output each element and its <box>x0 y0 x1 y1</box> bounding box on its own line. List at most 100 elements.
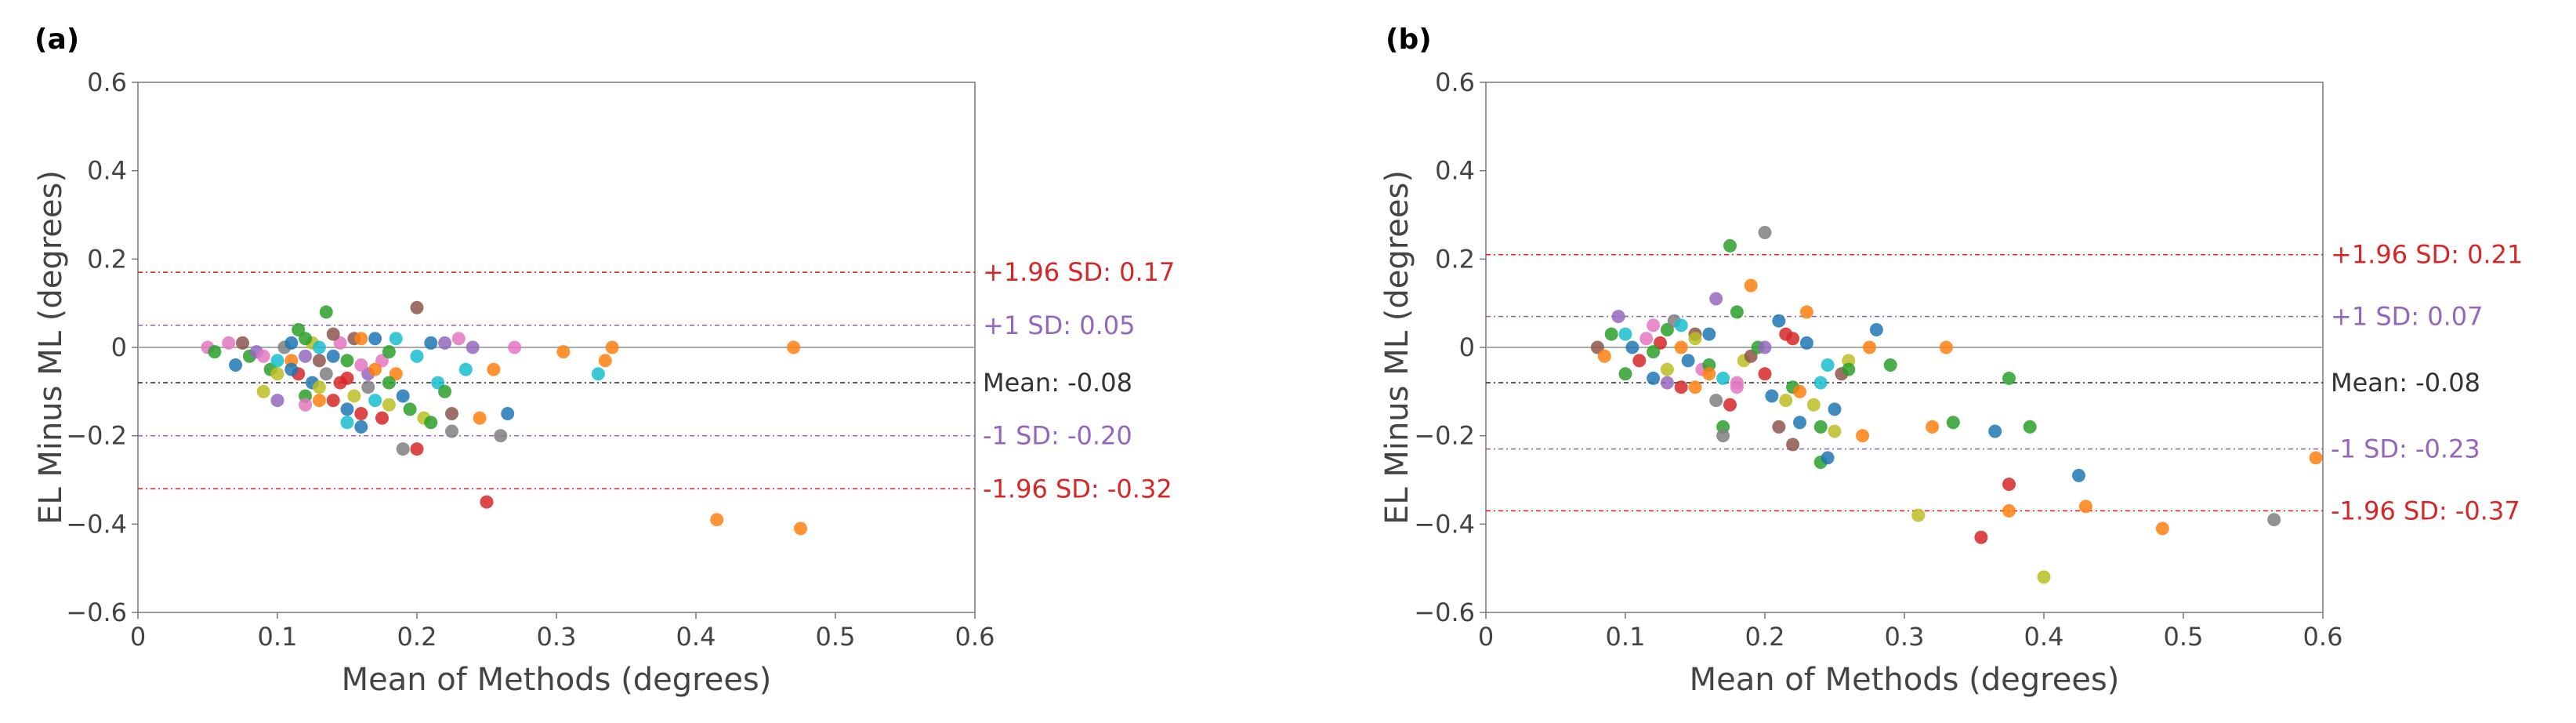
panel-a-data-point <box>410 300 424 314</box>
panel-b-data-point <box>1821 451 1835 465</box>
panel-b-data-point <box>1939 340 1953 354</box>
panel-a-data-point <box>236 336 249 350</box>
panel-a-data-point <box>382 345 396 359</box>
panel-a-data-point <box>494 429 508 443</box>
panel-b-data-point <box>1758 340 1772 354</box>
panel-b-data-point <box>1647 371 1661 385</box>
panel-b-x-tick-label: 0 <box>1478 622 1494 652</box>
panel-a-data-point <box>312 380 326 394</box>
panel-b-data-point <box>1799 336 1813 350</box>
panel-b-data-point <box>1688 332 1702 346</box>
panel-a-data-point <box>312 354 326 368</box>
panel-a-data-point <box>396 442 410 456</box>
panel-b-data-point <box>2002 503 2016 518</box>
panel-b-data-point <box>1723 238 1737 253</box>
panel-b-data-point <box>1681 354 1695 368</box>
panel-a-data-point <box>382 398 396 412</box>
panel-b-data-point <box>1828 424 1842 438</box>
panel-b-data-point <box>1911 508 1926 522</box>
panel-b-data-point <box>1842 362 1856 376</box>
panel-b-minus196-label: -1.96 SD: -0.37 <box>2331 496 2520 525</box>
panel-a-data-point <box>270 367 284 381</box>
panel-a-data-point <box>312 340 326 354</box>
panel-a-data-point <box>438 384 452 398</box>
panel-a-data-point <box>270 394 284 408</box>
panel-b-data-point <box>2072 468 2085 482</box>
panel-b-data-point <box>1723 398 1737 412</box>
panel-a-data-point <box>473 411 487 425</box>
panel-a-data-point <box>270 354 284 368</box>
panel-a-plus196-label: +1.96 SD: 0.17 <box>983 257 1175 287</box>
panel-a-y-tick-label: −0.2 <box>66 421 127 451</box>
panel-b-points <box>1590 226 2323 584</box>
panel-a-data-point <box>458 362 473 376</box>
panel-a-label: (a) <box>34 24 79 56</box>
panel-b-data-point <box>1597 349 1611 363</box>
panel-b-data-point <box>1702 367 1716 381</box>
panel-b-x-tick-label: 0.4 <box>2024 622 2064 652</box>
panel-a-x-tick-label: 0.3 <box>537 622 577 652</box>
panel-b-y-ticks: −0.6 −0.4 −0.2 0 0.2 0.4 0.6 <box>1414 67 1486 627</box>
panel-a-reference-lines <box>138 271 975 490</box>
panel-b-data-point <box>1946 416 1960 430</box>
panel-b-data-point <box>1716 371 1730 385</box>
panel-b-data-point <box>1730 305 1744 319</box>
panel-a-data-point <box>396 389 410 403</box>
panel-b-data-point <box>2002 371 2016 385</box>
panel-a-data-point <box>598 354 612 368</box>
panel-b-x-ticks: 0 0.1 0.2 0.3 0.4 0.5 0.6 <box>1478 612 2343 652</box>
panel-a-data-point <box>319 305 333 319</box>
panel-a-y-axis-label: EL Minus ML (degrees) <box>33 170 69 525</box>
panel-a-x-tick-label: 0.5 <box>816 622 856 652</box>
panel-a-reference-labels: +1.96 SD: 0.17 +1 SD: 0.05 Mean: -0.08 -1 S… <box>983 257 1175 503</box>
panel-a-x-tick-label: 0.4 <box>676 622 716 652</box>
panel-b-data-point <box>1709 292 1723 306</box>
panel-a-data-point <box>375 411 389 425</box>
panel-a-data-point <box>501 407 515 420</box>
panel-b-data-point <box>1799 305 1813 319</box>
panel-a-y-tick-label: 0.6 <box>87 67 127 97</box>
panel-b-data-point <box>1647 345 1661 359</box>
panel-a-data-point <box>340 402 354 416</box>
panel-b-x-tick-label: 0.3 <box>1885 622 1925 652</box>
panel-a-points <box>201 300 807 536</box>
panel-a-data-point <box>229 358 243 372</box>
panel-b-data-point <box>1828 402 1842 416</box>
panel-a-x-tick-label: 0.1 <box>258 622 298 652</box>
panel-b-data-point <box>1674 340 1688 354</box>
panel-b-data-point <box>1660 362 1674 376</box>
panel-a-data-point <box>438 336 452 350</box>
panel-a-x-ticks: 0 0.1 0.2 0.3 0.4 0.5 0.6 <box>130 612 995 652</box>
panel-a-data-point <box>208 345 222 359</box>
panel-b: (b) 0 0.1 0.2 0.3 0.4 0.5 0.6 −0.6 −0.4 −0.2 0 0.2… <box>1379 24 2523 698</box>
panel-b-data-point <box>1758 367 1772 381</box>
panel-a-x-tick-label: 0.6 <box>955 622 995 652</box>
panel-b-data-point <box>1625 340 1639 354</box>
panel-b-data-point <box>1702 327 1716 341</box>
panel-a-data-point <box>368 394 382 408</box>
panel-b-data-point <box>2309 451 2323 465</box>
panel-a-data-point <box>794 521 807 536</box>
panel-b-data-point <box>1772 314 1786 328</box>
panel-b-data-point <box>1813 376 1828 390</box>
panel-a-data-point <box>284 336 299 350</box>
panel-b-data-point <box>2155 521 2169 536</box>
panel-b-x-tick-label: 0.6 <box>2303 622 2343 652</box>
panel-a-y-tick-label: 0.4 <box>87 156 127 186</box>
panel-a-x-axis-label: Mean of Methods (degrees) <box>342 662 772 698</box>
panel-a-data-point <box>326 349 340 363</box>
panel-b-data-point <box>1709 394 1723 408</box>
panel-b-data-point <box>1813 420 1828 434</box>
panel-a-data-point <box>787 340 801 354</box>
panel-a-data-point <box>410 349 424 363</box>
panel-a-data-point <box>710 513 724 527</box>
panel-a-data-point <box>389 332 403 346</box>
panel-a-data-point <box>445 424 458 438</box>
panel-b-data-point <box>2023 420 2037 434</box>
panel-b-y-tick-label: 0.4 <box>1435 156 1475 186</box>
panel-a-data-point <box>354 420 368 434</box>
panel-a-minus196-label: -1.96 SD: -0.32 <box>983 474 1172 503</box>
panel-a-data-point <box>256 349 270 363</box>
panel-b-data-point <box>1660 376 1674 390</box>
